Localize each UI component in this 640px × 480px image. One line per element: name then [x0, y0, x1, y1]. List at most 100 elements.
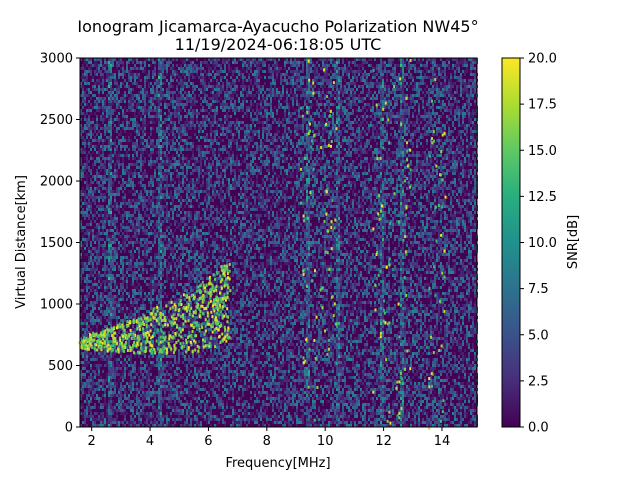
heat-cell — [172, 166, 174, 169]
heat-cell — [116, 169, 118, 172]
heat-cell — [142, 118, 144, 121]
heat-cell — [374, 115, 376, 118]
heat-cell — [220, 127, 222, 130]
heat-cell — [292, 61, 294, 64]
heat-cell — [184, 130, 186, 133]
heat-cell — [246, 166, 248, 169]
heat-cell — [140, 151, 142, 154]
heat-cell — [440, 106, 442, 109]
heat-cell — [110, 127, 112, 130]
heat-cell — [296, 127, 298, 130]
heat-cell — [286, 100, 288, 103]
heat-cell — [152, 118, 154, 121]
heat-cell — [130, 67, 132, 70]
heat-cell — [86, 112, 88, 115]
heat-cell — [418, 163, 420, 166]
heat-cell — [204, 157, 206, 160]
heat-cell — [164, 139, 166, 142]
heat-cell — [182, 127, 184, 130]
heat-cell — [426, 112, 428, 115]
heat-cell — [120, 142, 122, 145]
heat-cell — [420, 76, 422, 79]
heat-cell — [420, 154, 422, 157]
heat-cell — [318, 163, 320, 166]
heat-cell — [308, 76, 310, 79]
heat-cell — [304, 103, 306, 106]
heat-cell — [354, 70, 356, 73]
heat-cell — [352, 79, 354, 82]
heat-cell — [134, 124, 136, 127]
heat-cell — [306, 88, 308, 91]
heat-cell — [240, 154, 242, 157]
heat-cell — [472, 61, 474, 64]
heat-cell — [410, 160, 412, 163]
heat-cell — [166, 79, 168, 82]
heat-cell — [166, 145, 168, 148]
heat-cell — [440, 88, 442, 91]
heat-cell — [396, 154, 398, 157]
heat-cell — [160, 79, 162, 82]
heat-cell — [146, 73, 148, 76]
heat-cell — [262, 106, 264, 109]
heat-cell — [372, 97, 374, 100]
heat-cell — [206, 139, 208, 142]
heat-cell — [212, 76, 214, 79]
heat-cell — [436, 97, 438, 100]
heat-cell — [124, 136, 126, 139]
heat-cell — [456, 160, 458, 163]
heat-cell — [158, 121, 160, 124]
heat-cell — [468, 79, 470, 82]
heat-cell — [254, 112, 256, 115]
heat-cell — [172, 91, 174, 94]
heat-cell — [418, 136, 420, 139]
heat-cell — [226, 133, 228, 136]
heat-cell — [430, 76, 432, 79]
heat-cell — [322, 121, 324, 124]
heat-cell — [368, 124, 370, 127]
heat-cell — [456, 109, 458, 112]
heat-cell — [302, 88, 304, 91]
heat-cell — [368, 106, 370, 109]
heat-cell — [422, 106, 424, 109]
heat-cell — [82, 151, 84, 154]
heat-cell — [284, 61, 286, 64]
heat-cell — [144, 82, 146, 85]
heat-cell — [372, 100, 374, 103]
heat-cell — [118, 70, 120, 73]
heat-cell — [390, 73, 392, 76]
heat-cell — [204, 100, 206, 103]
heat-cell — [352, 88, 354, 91]
heat-cell — [252, 121, 254, 124]
heat-cell — [230, 157, 232, 160]
heat-cell — [438, 70, 440, 73]
heat-cell — [362, 109, 364, 112]
heat-cell — [450, 91, 452, 94]
heat-cell — [394, 166, 396, 169]
heat-cell — [236, 124, 238, 127]
heat-cell — [396, 76, 398, 79]
heat-cell — [338, 127, 340, 130]
heat-cell — [184, 124, 186, 127]
heat-cell — [412, 64, 414, 67]
heat-cell — [274, 67, 276, 70]
heat-cell — [134, 79, 136, 82]
heat-cell — [132, 154, 134, 157]
heat-cell — [396, 79, 398, 82]
heat-cell — [194, 70, 196, 73]
heat-cell — [200, 76, 202, 79]
heat-cell — [448, 139, 450, 142]
heat-cell — [410, 136, 412, 139]
heat-cell — [156, 142, 158, 145]
heat-cell — [262, 154, 264, 157]
heat-cell — [158, 133, 160, 136]
heat-cell — [260, 145, 262, 148]
heat-cell — [342, 76, 344, 79]
heat-cell — [392, 115, 394, 118]
heat-cell — [292, 100, 294, 103]
heat-cell — [360, 136, 362, 139]
heat-cell — [160, 160, 162, 163]
heat-cell — [282, 124, 284, 127]
heat-cell — [106, 88, 108, 91]
heat-cell — [236, 61, 238, 64]
heat-cell — [192, 124, 194, 127]
